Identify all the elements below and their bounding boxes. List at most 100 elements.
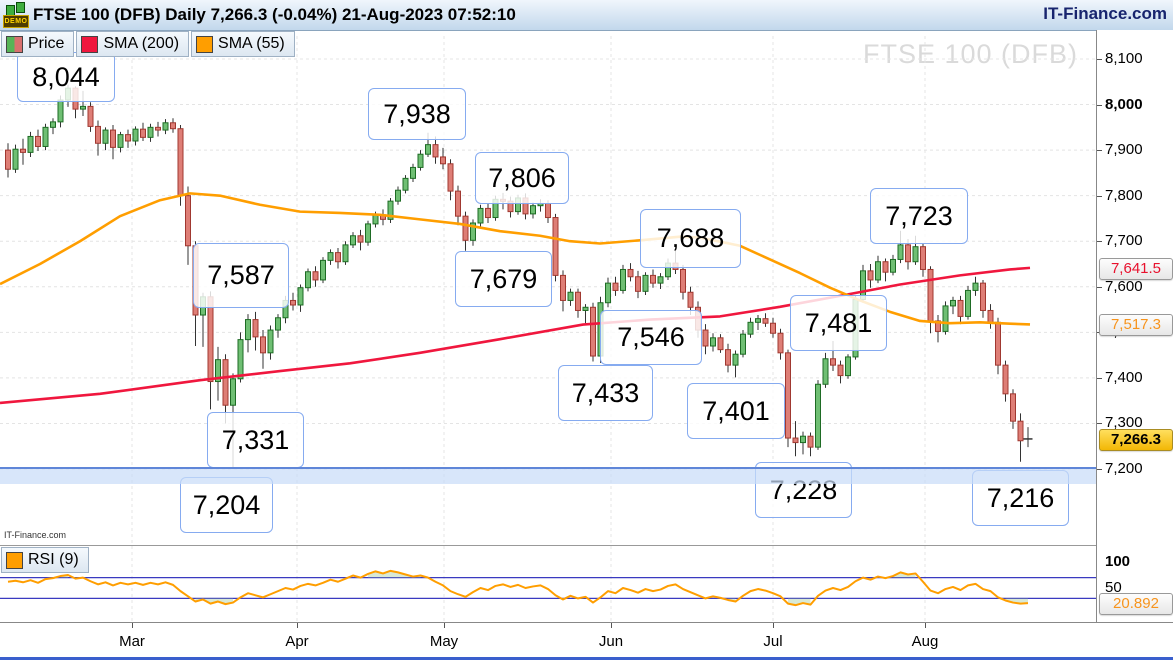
price-legend: Price SMA (200) SMA (55) bbox=[1, 31, 297, 57]
candle-body bbox=[1017, 420, 1024, 442]
candle-body bbox=[965, 289, 971, 317]
swing-price-label[interactable]: 7,679 bbox=[455, 251, 552, 307]
axis-tick bbox=[1097, 59, 1102, 60]
candle-body bbox=[80, 105, 86, 110]
candle-body bbox=[560, 274, 566, 301]
rsi-legend-item[interactable]: RSI (9) bbox=[1, 547, 89, 573]
axis-tick bbox=[1097, 241, 1102, 243]
candle-body bbox=[485, 207, 491, 219]
candle-body bbox=[477, 207, 484, 224]
candle-body bbox=[215, 359, 221, 383]
swing-price-label[interactable]: 7,938 bbox=[368, 88, 466, 140]
candle-body bbox=[95, 125, 101, 144]
candle-body bbox=[12, 148, 19, 170]
candle-body bbox=[920, 246, 926, 270]
candle-body bbox=[327, 252, 334, 261]
candle-body bbox=[875, 261, 881, 281]
candle-body bbox=[87, 105, 94, 127]
swing-price-label[interactable]: 7,204 bbox=[180, 477, 273, 533]
candle-body bbox=[942, 305, 949, 332]
brand-link[interactable]: IT-Finance.com bbox=[1043, 4, 1167, 23]
rsi-legend-item-label: RSI (9) bbox=[28, 551, 79, 568]
candle-body bbox=[897, 244, 904, 260]
swing-price-label[interactable]: 7,688 bbox=[640, 209, 741, 268]
swing-price-label[interactable]: 7,331 bbox=[207, 412, 304, 468]
candle-body bbox=[162, 122, 169, 131]
axis-label: 8,000 bbox=[1105, 95, 1143, 113]
candle-body bbox=[605, 282, 611, 304]
swing-price-label[interactable]: 8,044 bbox=[17, 52, 115, 102]
price-tag[interactable]: 7,641.5 bbox=[1099, 257, 1173, 280]
title-bar: DEMO FTSE 100 (DFB) Daily 7,266.3 (-0.04… bbox=[0, 0, 1173, 31]
candle-body bbox=[425, 144, 431, 155]
candle-body bbox=[365, 223, 371, 243]
swing-price-label[interactable]: 7,806 bbox=[475, 152, 569, 204]
candle-body bbox=[725, 349, 731, 366]
candle-body bbox=[320, 259, 326, 281]
candle-body bbox=[702, 329, 709, 347]
month-tick bbox=[444, 623, 445, 628]
legend-item-0[interactable]: Price bbox=[1, 31, 75, 57]
candle-body bbox=[545, 202, 551, 219]
candle-body bbox=[890, 258, 896, 273]
legend-item-2[interactable]: SMA (55) bbox=[191, 31, 295, 57]
swing-price-label[interactable]: 7,546 bbox=[600, 310, 702, 365]
axis-tick bbox=[1097, 377, 1102, 379]
rsi-legend: RSI (9) bbox=[1, 547, 91, 573]
swing-price-label[interactable]: 7,587 bbox=[193, 243, 289, 308]
rsi-axis-label: 50 bbox=[1105, 579, 1122, 596]
month-tick bbox=[297, 623, 298, 628]
candle-body bbox=[635, 276, 641, 292]
support-zone-band[interactable] bbox=[0, 466, 1096, 484]
candle-body bbox=[372, 214, 379, 225]
candle-body bbox=[20, 148, 26, 153]
candle-body bbox=[447, 163, 454, 192]
candle-body bbox=[995, 321, 1001, 366]
swing-price-label[interactable]: 7,481 bbox=[790, 295, 887, 351]
candle-body bbox=[350, 235, 356, 246]
demo-logo-icon: DEMO bbox=[3, 2, 29, 28]
price-axis[interactable]: 8,1008,0007,9007,8007,7007,6007,5007,400… bbox=[1096, 30, 1173, 622]
month-label: Jun bbox=[598, 633, 624, 650]
candle-body bbox=[42, 126, 49, 147]
rsi-value-tag[interactable]: 20.892 bbox=[1099, 593, 1173, 616]
candle-body bbox=[35, 135, 41, 147]
candle-body bbox=[687, 291, 694, 308]
candle-body bbox=[710, 337, 716, 347]
candle-body bbox=[455, 190, 461, 217]
candle-body bbox=[275, 317, 281, 331]
candle-body bbox=[27, 135, 34, 153]
time-axis[interactable]: Mar Apr May Jun Jul Aug bbox=[0, 622, 1173, 657]
candle-body bbox=[755, 318, 761, 323]
swing-price-label[interactable]: 7,723 bbox=[870, 188, 968, 244]
price-tag[interactable]: 7,266.3 bbox=[1099, 428, 1173, 451]
candle-body bbox=[432, 144, 439, 158]
demo-badge: DEMO bbox=[3, 15, 29, 28]
swing-price-label[interactable]: 7,401 bbox=[687, 383, 785, 439]
candle-body bbox=[357, 235, 364, 243]
candle-body bbox=[207, 296, 214, 383]
candle-body bbox=[395, 189, 401, 202]
candle-body bbox=[335, 252, 341, 263]
candle-body bbox=[882, 261, 889, 273]
candle-body bbox=[530, 205, 536, 215]
candle-body bbox=[785, 352, 791, 439]
axis-tick bbox=[1097, 195, 1102, 197]
swing-price-label[interactable]: 7,433 bbox=[558, 365, 653, 421]
panel-divider[interactable] bbox=[0, 545, 1173, 546]
candle-body bbox=[747, 321, 754, 335]
candle-body bbox=[260, 336, 266, 354]
chart-watermark: FTSE 100 (DFB) bbox=[862, 39, 1078, 69]
axis-label: 8,100 bbox=[1105, 50, 1143, 67]
candle-body bbox=[575, 291, 581, 311]
price-tag[interactable]: 7,517.3 bbox=[1099, 314, 1173, 337]
axis-label: 7,400 bbox=[1105, 368, 1143, 386]
candle-body bbox=[935, 320, 941, 332]
legend-item-2-swatch bbox=[196, 35, 214, 53]
candle-body bbox=[177, 128, 184, 197]
candle-body bbox=[110, 129, 116, 148]
candle-body bbox=[867, 270, 874, 281]
candle-body bbox=[777, 332, 784, 354]
legend-item-1[interactable]: SMA (200) bbox=[76, 31, 190, 57]
